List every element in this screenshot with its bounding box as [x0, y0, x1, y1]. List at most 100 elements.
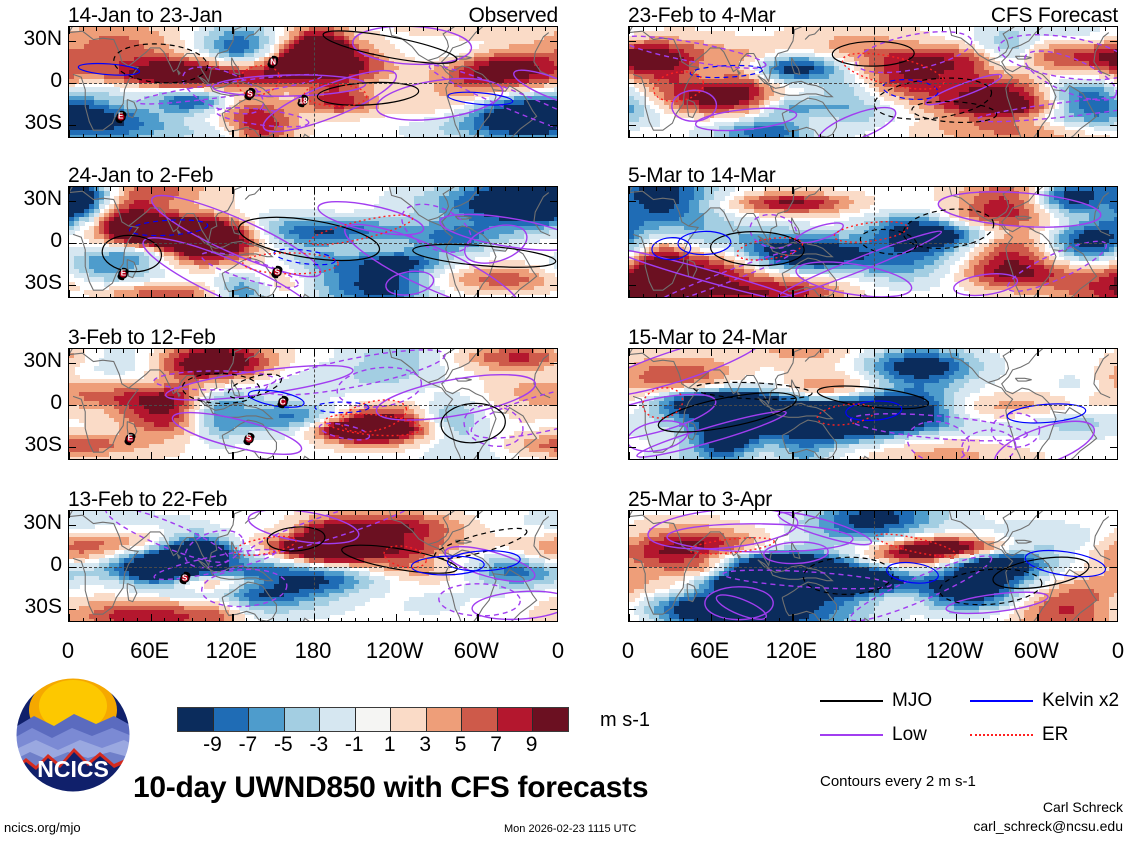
x-minor-tick	[396, 294, 397, 298]
x-minor-tick	[287, 27, 288, 31]
y-major-tick	[550, 243, 557, 244]
x-minor-tick	[806, 456, 807, 460]
x-minor-tick	[423, 511, 424, 515]
legend-label: MJO	[892, 690, 932, 712]
x-minor-tick	[341, 27, 342, 31]
x-minor-tick	[328, 618, 329, 622]
x-minor-tick	[833, 27, 834, 31]
x-minor-tick	[956, 349, 957, 353]
x-minor-tick	[888, 349, 889, 353]
x-minor-tick	[888, 511, 889, 515]
legend-item-mjo: MJO	[820, 690, 932, 712]
x-minor-tick	[151, 349, 152, 353]
colorbar-tick-label: 1	[384, 733, 396, 757]
dateline	[314, 349, 315, 459]
x-minor-tick	[205, 456, 206, 460]
x-minor-tick	[314, 456, 315, 460]
x-minor-tick	[368, 294, 369, 298]
x-minor-tick	[752, 187, 753, 191]
x-minor-tick	[464, 349, 465, 353]
map-panel-4	[628, 26, 1118, 138]
y-major-tick	[629, 567, 636, 568]
x-minor-tick	[1037, 456, 1038, 460]
x-minor-tick	[151, 134, 152, 138]
x-tick-label: 0	[62, 638, 74, 664]
x-minor-tick	[1024, 187, 1025, 191]
x-minor-tick	[409, 456, 410, 460]
x-minor-tick	[643, 618, 644, 622]
y-major-tick	[1110, 201, 1117, 202]
colorbar-swatch-9	[497, 708, 533, 731]
x-minor-tick	[232, 27, 233, 31]
x-minor-tick	[983, 511, 984, 515]
x-minor-tick	[1024, 456, 1025, 460]
x-minor-tick	[260, 134, 261, 138]
x-minor-tick	[724, 187, 725, 191]
x-minor-tick	[137, 294, 138, 298]
x-minor-tick	[1051, 294, 1052, 298]
x-minor-tick	[1078, 511, 1079, 515]
x-minor-tick	[137, 349, 138, 353]
x-minor-tick	[1105, 511, 1106, 515]
y-major-tick	[629, 125, 636, 126]
x-minor-tick	[518, 134, 519, 138]
logo-text: NCICS	[37, 756, 109, 782]
y-tick-label: 0	[2, 391, 62, 415]
x-minor-tick	[847, 349, 848, 353]
x-minor-tick	[1065, 294, 1066, 298]
colorbar-swatch-3	[284, 708, 320, 731]
x-minor-tick	[860, 294, 861, 298]
colorbar-swatch-5	[355, 708, 391, 731]
x-minor-tick	[232, 456, 233, 460]
x-minor-tick	[300, 618, 301, 622]
y-major-tick	[629, 447, 636, 448]
x-minor-tick	[1024, 27, 1025, 31]
x-minor-tick	[956, 511, 957, 515]
map-panel-0: N S 18 E	[68, 26, 558, 138]
x-minor-tick	[779, 511, 780, 515]
x-minor-tick	[1065, 134, 1066, 138]
x-minor-tick	[83, 294, 84, 298]
x-minor-tick	[341, 187, 342, 191]
x-minor-tick	[137, 187, 138, 191]
x-minor-tick	[860, 456, 861, 460]
x-minor-tick	[983, 456, 984, 460]
x-minor-tick	[1065, 27, 1066, 31]
x-minor-tick	[110, 187, 111, 191]
x-minor-tick	[532, 618, 533, 622]
x-minor-tick	[833, 349, 834, 353]
x-minor-tick	[969, 134, 970, 138]
x-minor-tick	[738, 456, 739, 460]
x-minor-tick	[629, 349, 630, 353]
site-url-label[interactable]: ncics.org/mjo	[4, 820, 81, 835]
x-minor-tick	[969, 618, 970, 622]
x-minor-tick	[491, 349, 492, 353]
x-minor-tick	[69, 187, 70, 191]
x-minor-tick	[1065, 349, 1066, 353]
x-minor-tick	[820, 618, 821, 622]
colorbar	[177, 707, 569, 732]
y-major-tick	[1110, 405, 1117, 406]
x-minor-tick	[368, 511, 369, 515]
x-minor-tick	[1037, 294, 1038, 298]
x-minor-tick	[1105, 349, 1106, 353]
x-minor-tick	[792, 134, 793, 138]
x-minor-tick	[83, 27, 84, 31]
x-minor-tick	[969, 187, 970, 191]
y-tick-label: 30N	[2, 187, 62, 211]
map-panel-7	[628, 510, 1118, 622]
column-header-right: CFS Forecast	[858, 4, 1118, 28]
x-minor-tick	[643, 349, 644, 353]
x-minor-tick	[491, 511, 492, 515]
y-major-tick	[550, 567, 557, 568]
x-minor-tick	[96, 456, 97, 460]
x-minor-tick	[83, 618, 84, 622]
x-minor-tick	[1078, 27, 1079, 31]
x-minor-tick	[901, 618, 902, 622]
y-major-tick	[550, 609, 557, 610]
x-minor-tick	[860, 618, 861, 622]
x-minor-tick	[205, 349, 206, 353]
equator-line	[69, 243, 557, 244]
cyclone-label: S	[246, 435, 251, 443]
author-email-label[interactable]: carl_schreck@ncsu.edu	[833, 818, 1123, 834]
